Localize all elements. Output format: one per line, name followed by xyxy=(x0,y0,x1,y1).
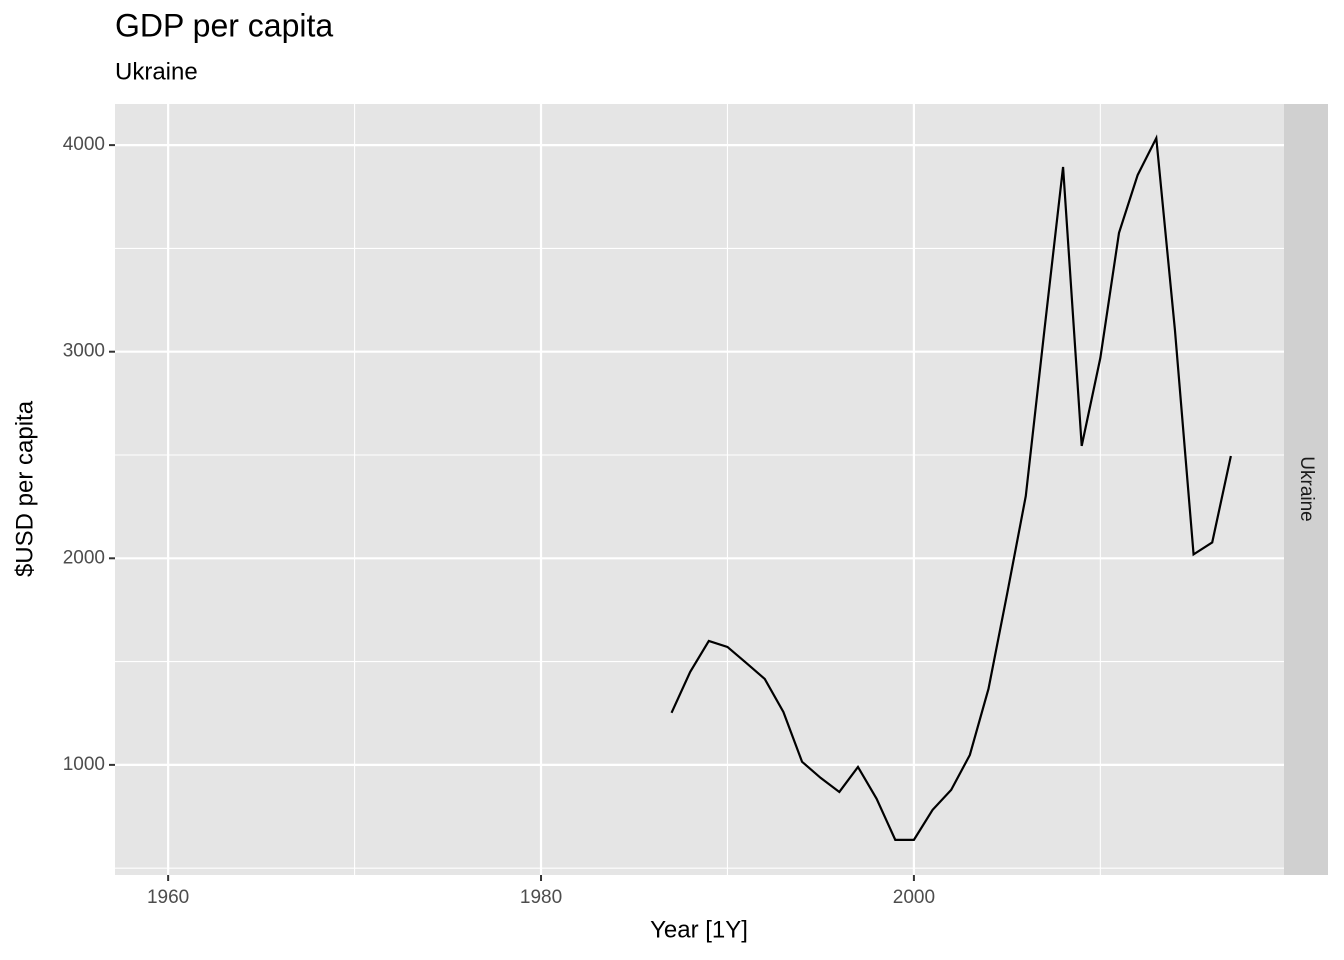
marks xyxy=(670,134,1232,841)
facet-strip xyxy=(1284,104,1328,875)
chart-title: GDP per capita xyxy=(115,7,333,43)
y-axis-title: $USD per capita xyxy=(11,400,38,577)
chart-subtitle: Ukraine xyxy=(115,58,198,85)
x-tick-label: 2000 xyxy=(893,887,935,908)
x-tick-label: 1960 xyxy=(147,887,189,908)
facet-label: Ukraine xyxy=(1296,456,1317,521)
y-tick-label: 2000 xyxy=(63,547,105,568)
line xyxy=(670,134,1232,841)
panel xyxy=(115,104,1284,875)
y-tick-label: 1000 xyxy=(63,754,105,775)
y-tick-label: 4000 xyxy=(63,134,105,155)
grid xyxy=(115,104,1284,875)
x-tick-label: 1980 xyxy=(520,887,562,908)
y-tick-label: 3000 xyxy=(63,341,105,362)
x-axis-title: Year [1Y] xyxy=(650,916,748,943)
